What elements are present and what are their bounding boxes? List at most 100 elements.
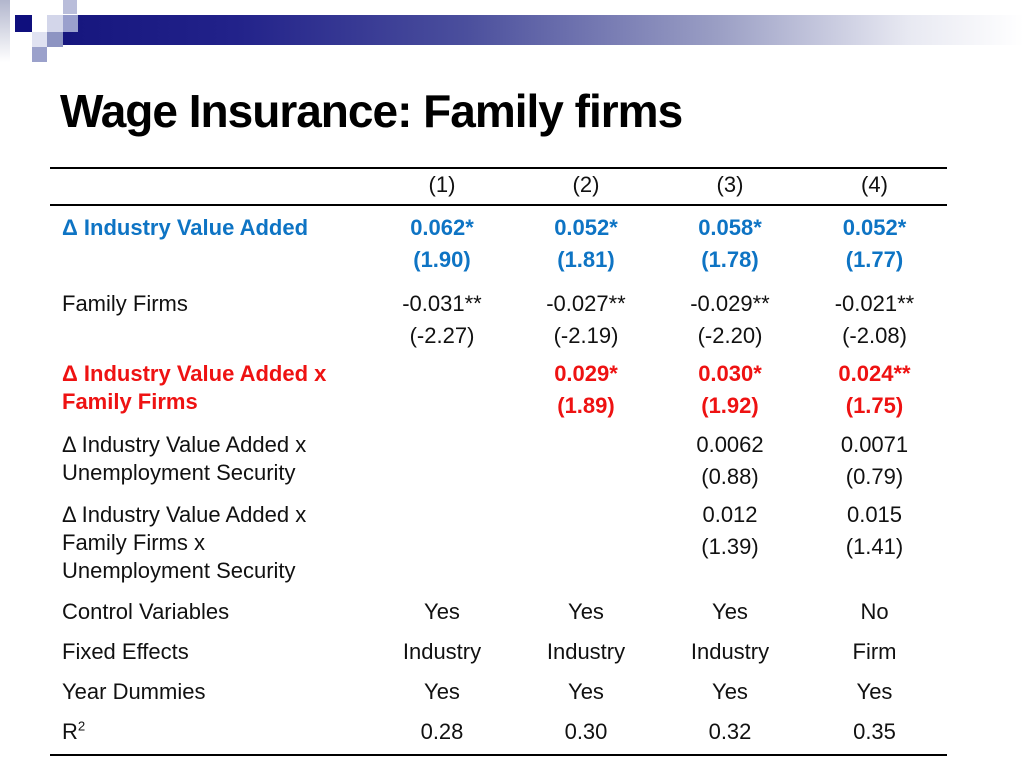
table-row: Δ Industry Value Added x Family Firms 0.… <box>50 358 947 429</box>
row-label: Fixed Effects <box>50 636 370 666</box>
regression-table: (1) (2) (3) (4) Δ Industry Value Added 0… <box>50 167 947 756</box>
table-cell: 0.012 (1.39) <box>658 499 802 563</box>
t-statistic: (-2.27) <box>409 323 475 348</box>
estimate-value: 0.062* <box>410 215 474 240</box>
meta-value: 0.28 <box>420 719 464 744</box>
t-statistic: (-2.08) <box>842 323 907 348</box>
table-cell: 0.0062 (0.88) <box>658 429 802 493</box>
table-cell: Industry <box>514 636 658 668</box>
meta-value: Yes <box>712 679 748 704</box>
meta-value: Industry <box>546 639 626 664</box>
slide-title: Wage Insurance: Family firms <box>60 85 683 137</box>
row-label-line: Family Firms x <box>62 530 205 555</box>
mid-square-decoration <box>47 32 63 47</box>
r-squared-base: R <box>62 719 78 744</box>
row-label: Control Variables <box>50 596 370 626</box>
column-header: (2) <box>514 169 658 201</box>
t-statistic: (-2.19) <box>553 323 619 348</box>
column-header-text: (3) <box>716 172 744 197</box>
column-header: (3) <box>658 169 802 201</box>
table-cell: Industry <box>658 636 802 668</box>
table-cell: 0.029* (1.89) <box>514 358 658 422</box>
row-label-line: Δ Industry Value Added x <box>62 432 307 457</box>
t-statistic: (1.77) <box>845 247 904 272</box>
estimate-value: 0.015 <box>846 502 903 527</box>
meta-value: Yes <box>568 599 604 624</box>
meta-value: Industry <box>402 639 482 664</box>
estimate-value: 0.0071 <box>840 432 909 457</box>
row-label: Year Dummies <box>50 676 370 706</box>
row-label-line: Year Dummies <box>62 679 206 704</box>
meta-value: Yes <box>712 599 748 624</box>
table-cell: Yes <box>370 596 514 628</box>
row-label-line: Δ Industry Value Added x <box>62 502 307 527</box>
table-row-r-squared: R2 0.28 0.30 0.32 0.35 <box>50 716 947 754</box>
table-cell: 0.0071 (0.79) <box>802 429 947 493</box>
t-statistic: (0.79) <box>845 464 904 489</box>
t-statistic: (-2.20) <box>697 323 763 348</box>
t-statistic: (1.78) <box>701 247 759 272</box>
row-label: Δ Industry Value Added x Family Firms x … <box>50 499 370 585</box>
estimate-value: 0.052* <box>554 215 618 240</box>
estimate-value: -0.031** <box>402 291 482 316</box>
t-statistic: (1.81) <box>557 247 615 272</box>
meta-value: Yes <box>424 599 460 624</box>
table-cell: Yes <box>658 596 802 628</box>
column-header: (1) <box>370 169 514 201</box>
table-row: Δ Industry Value Added x Unemployment Se… <box>50 429 947 499</box>
navy-square-decoration <box>15 15 32 32</box>
header-label-spacer <box>50 169 370 171</box>
table-cell: 0.062* (1.90) <box>370 212 514 276</box>
table-cell: 0.35 <box>802 716 947 748</box>
row-label-line: Unemployment Security <box>62 558 296 583</box>
table-row-year-dummies: Year Dummies Yes Yes Yes Yes <box>50 676 947 716</box>
gradient-bar-decoration <box>63 15 1024 45</box>
table-cell: 0.32 <box>658 716 802 748</box>
column-header-text: (2) <box>572 172 600 197</box>
row-label: Family Firms <box>50 288 370 318</box>
t-statistic: (1.41) <box>845 534 904 559</box>
row-label: R2 <box>50 716 370 746</box>
estimate-value: 0.030* <box>698 361 762 386</box>
lavender-square-decoration <box>63 15 78 32</box>
table-cell: 0.024** (1.75) <box>802 358 947 422</box>
low-square-decoration <box>32 47 47 62</box>
light-square-decoration <box>47 15 63 32</box>
row-label: Δ Industry Value Added x Unemployment Se… <box>50 429 370 487</box>
t-statistic: (1.39) <box>701 534 759 559</box>
row-label-line: Fixed Effects <box>62 639 189 664</box>
row-label: Δ Industry Value Added x Family Firms <box>50 358 370 416</box>
t-statistic: (1.92) <box>701 393 759 418</box>
table-cell: -0.021** (-2.08) <box>802 288 947 352</box>
table-row: Δ Industry Value Added 0.062* (1.90) 0.0… <box>50 206 947 288</box>
r-squared-exponent: 2 <box>77 718 86 734</box>
row-label-line: R2 <box>62 718 370 746</box>
table-cell: Industry <box>370 636 514 668</box>
table-row: Δ Industry Value Added x Family Firms x … <box>50 499 947 596</box>
estimate-value: 0.029* <box>554 361 618 386</box>
row-label-line: Unemployment Security <box>62 460 296 485</box>
table-cell: 0.015 (1.41) <box>802 499 947 563</box>
row-label-line: Family Firms <box>62 291 188 316</box>
table-cell: 0.28 <box>370 716 514 748</box>
row-label-line: Family Firms <box>62 389 198 414</box>
row-label: Δ Industry Value Added <box>50 212 370 242</box>
table-cell: Yes <box>370 676 514 708</box>
table-cell: -0.027** (-2.19) <box>514 288 658 352</box>
meta-value: Yes <box>856 679 893 704</box>
meta-value: 0.35 <box>853 719 896 744</box>
table-cell: -0.031** (-2.27) <box>370 288 514 352</box>
estimate-value: 0.024** <box>838 361 911 386</box>
table-header-row: (1) (2) (3) (4) <box>50 169 947 206</box>
meta-value: Firm <box>852 639 897 664</box>
row-label-line: Control Variables <box>62 599 230 624</box>
table-cell: Yes <box>802 676 947 708</box>
meta-value: 0.30 <box>564 719 608 744</box>
t-statistic: (1.90) <box>413 247 471 272</box>
table-cell: Yes <box>514 676 658 708</box>
table-cell: 0.30 <box>514 716 658 748</box>
table-cell: No <box>802 596 947 628</box>
t-statistic: (1.75) <box>845 393 904 418</box>
meta-value: No <box>860 599 889 624</box>
